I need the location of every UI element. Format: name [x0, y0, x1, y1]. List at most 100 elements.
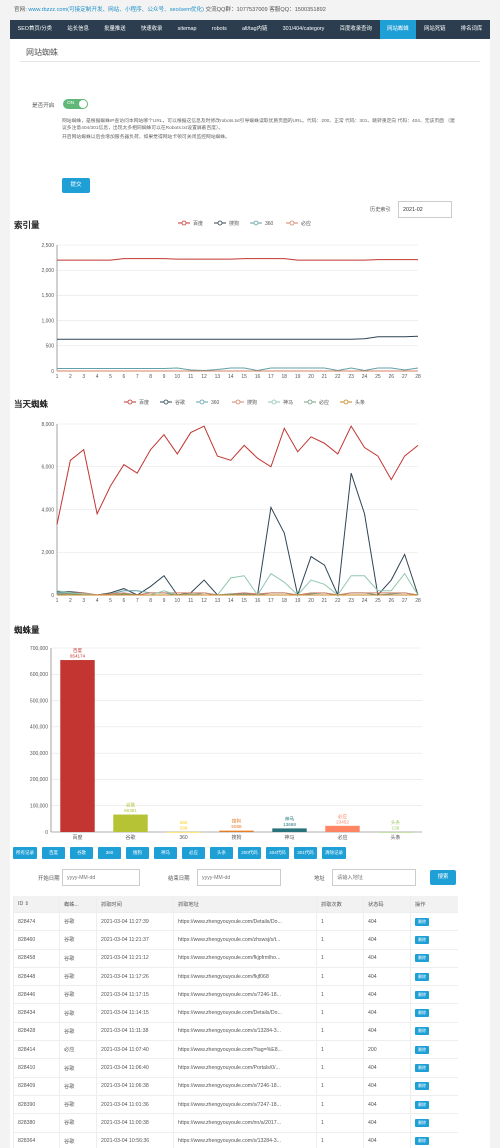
filter-button-6[interactable]: 必应 — [182, 847, 205, 859]
search-button[interactable]: 搜索 — [430, 870, 456, 885]
nav-item-0[interactable]: SEO首页/分类 — [17, 26, 53, 32]
legend-marker — [199, 399, 205, 405]
table-cell: 谷歌 — [59, 985, 97, 1004]
action-cell: 删除 — [410, 1040, 458, 1059]
table-row: 828458 谷歌 2021-03-04 11:21:12 https://www.z… — [13, 948, 458, 968]
nav-item-3[interactable]: 快速收录 — [140, 26, 163, 32]
table-row: 828390 谷歌 2021-03-04 11:01:36 https://www.z… — [13, 1094, 458, 1114]
filter-button-7[interactable]: 头条 — [210, 847, 233, 859]
filter-button-8[interactable]: 200代码 — [238, 847, 261, 859]
filter-button-3[interactable]: 360 — [98, 847, 121, 859]
x-tick-label: 26 — [388, 374, 394, 380]
filter-button-9[interactable]: 404代码 — [266, 847, 289, 859]
x-tick-label: 22 — [335, 374, 341, 380]
x-tick-label: 24 — [362, 598, 368, 604]
filter-button-11[interactable]: 清除记录 — [322, 847, 346, 859]
legend-marker — [127, 399, 133, 405]
table-cell: 828390 — [13, 1094, 60, 1114]
end-date-input[interactable] — [197, 869, 281, 886]
nav-item-2[interactable]: 批量推送 — [104, 26, 126, 32]
daily-spider-chart-title: 当天蜘蛛 — [14, 399, 49, 409]
legend-marker — [253, 220, 259, 226]
filter-button-5[interactable]: 神马 — [154, 847, 177, 859]
legend-label: 谷歌 — [175, 399, 185, 406]
action-cell: 删除 — [410, 1058, 458, 1078]
nav-item-7[interactable]: 301/404/category — [282, 26, 325, 32]
delete-button[interactable]: 删除 — [415, 1064, 429, 1073]
x-tick-label: 7 — [136, 598, 139, 604]
nav-item-8[interactable]: 百度收录查询 — [339, 26, 372, 32]
table-cell: 828458 — [13, 948, 60, 968]
submit-button[interactable]: 提交 — [62, 178, 90, 193]
nav-item-4[interactable]: sitemap — [177, 26, 197, 32]
delete-button[interactable]: 删除 — [415, 954, 429, 963]
table-cell: 828428 — [13, 1021, 60, 1041]
y-tick-label: 1,500 — [41, 293, 54, 299]
x-tick-label: 20 — [308, 598, 314, 604]
spider-volume-bar-chart: 0 100,000 200,000 300,000 400,000 500,000 600,… — [30, 646, 422, 841]
nav-item-9[interactable]: 网站蜘蛛 — [379, 20, 417, 39]
table-cell: 404 — [363, 930, 411, 950]
table-cell: 1 — [316, 1113, 364, 1133]
delete-button[interactable]: 删除 — [415, 1137, 429, 1146]
x-tick-label: 3 — [82, 598, 85, 604]
delete-button[interactable]: 删除 — [415, 1045, 429, 1054]
official-site-label: 官网: — [14, 7, 27, 13]
table-cell: https://www.zhengyouyoule.com/s/13284-3.… — [173, 1131, 317, 1148]
table-cell: https://www.zhengyouyoule.com/s/7247-18.… — [173, 1094, 317, 1114]
action-cell: 删除 — [410, 1003, 458, 1023]
nav-item-1[interactable]: 站长信息 — [67, 26, 89, 32]
url-input[interactable] — [332, 869, 416, 886]
filter-button-1[interactable]: 百度 — [42, 847, 65, 859]
table-cell: 404 — [363, 1003, 411, 1023]
y-tick-label: 200,000 — [30, 777, 48, 783]
delete-button[interactable]: 删除 — [415, 935, 429, 944]
delete-button[interactable]: 删除 — [415, 1100, 429, 1109]
table-cell: 200 — [363, 1040, 411, 1059]
x-tick-label: 15 — [241, 374, 247, 380]
table-cell: 404 — [363, 1076, 411, 1096]
table-cell: 谷歌 — [59, 1094, 97, 1114]
nav-item-11[interactable]: 排名词库 — [460, 26, 483, 32]
enable-toggle[interactable]: ON — [63, 99, 88, 109]
table-row: 828474 谷歌 2021-03-04 11:27:39 https://www.z… — [13, 911, 458, 931]
table-cell: 1 — [316, 1003, 364, 1023]
x-tick-label: 24 — [362, 374, 368, 380]
history-index-select[interactable] — [398, 201, 452, 218]
delete-button[interactable]: 删除 — [415, 1027, 429, 1036]
table-cell: 404 — [363, 1058, 411, 1078]
nav-item-6[interactable]: alt/tag内链 — [241, 26, 268, 32]
delete-button[interactable]: 删除 — [415, 990, 429, 999]
nav-item-10[interactable]: 网站死链 — [423, 26, 446, 32]
index-chart-title: 索引量 — [14, 220, 40, 230]
legend-label: 搜狗 — [247, 399, 257, 406]
y-tick-label: 1,000 — [41, 318, 54, 324]
y-tick-label: 100,000 — [30, 804, 48, 810]
delete-button[interactable]: 删除 — [415, 972, 429, 981]
table-cell: 2021-03-04 11:17:26 — [96, 966, 174, 986]
filter-button-2[interactable]: 谷歌 — [70, 847, 93, 859]
delete-button[interactable]: 删除 — [415, 1009, 429, 1018]
table-cell: 1 — [316, 966, 364, 986]
x-tick-label: 4 — [96, 598, 99, 604]
filter-button-10[interactable]: 301代码 — [294, 847, 317, 859]
official-site-link[interactable]: www.rbzzz.com(可接定制开发、网站、小程序、公众号、seo/sem优… — [28, 7, 204, 13]
x-tick-label: 4 — [96, 374, 99, 380]
table-cell: 谷歌 — [59, 1003, 97, 1023]
bar-value-label: 23452 — [336, 819, 349, 824]
table-cell: 404 — [363, 911, 411, 931]
x-tick-label: 360 — [179, 835, 188, 841]
table-cell: 828446 — [13, 985, 60, 1004]
delete-button[interactable]: 删除 — [415, 1082, 429, 1091]
legend-label: 头条 — [355, 399, 365, 406]
start-date-input[interactable] — [62, 869, 140, 886]
nav-item-5[interactable]: robots — [211, 26, 227, 32]
legend-marker — [163, 399, 169, 405]
filter-button-4[interactable]: 搜狗 — [126, 847, 149, 859]
filter-button-0[interactable]: 所有记录 — [13, 847, 37, 859]
series-line — [57, 367, 419, 372]
delete-button[interactable]: 删除 — [415, 1118, 429, 1127]
table-cell: 谷歌 — [59, 966, 97, 986]
delete-button[interactable]: 删除 — [415, 917, 429, 926]
